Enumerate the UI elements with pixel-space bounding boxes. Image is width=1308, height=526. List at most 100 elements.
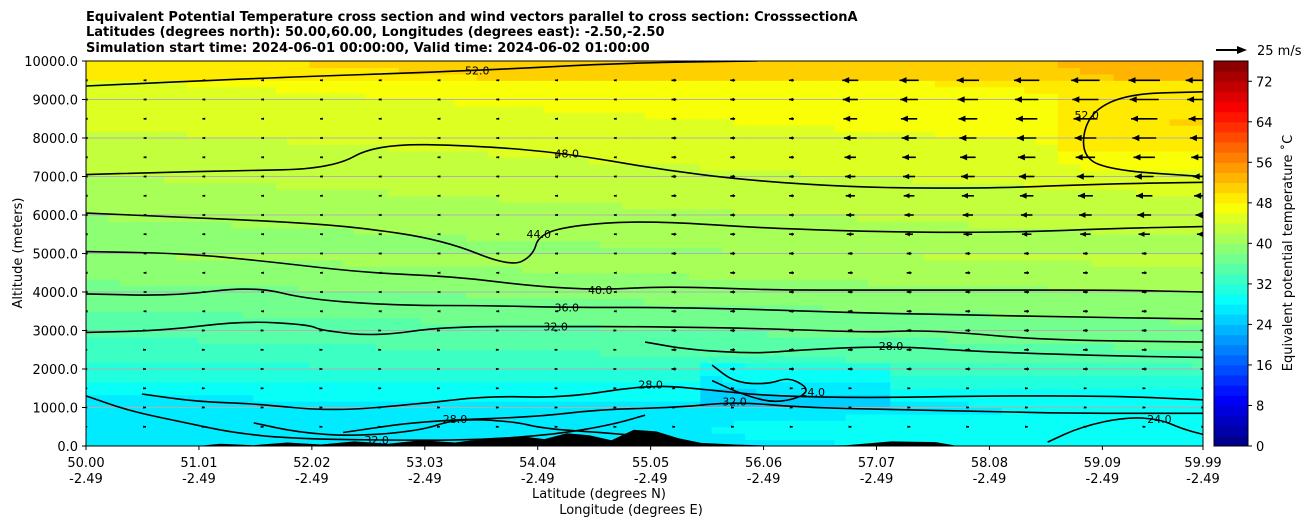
field-cell	[220, 343, 232, 351]
field-cell	[711, 157, 724, 165]
field-cell	[454, 253, 467, 261]
field-cell	[320, 401, 333, 409]
field-cell	[387, 381, 400, 389]
field-cell	[689, 157, 701, 165]
field-cell	[934, 266, 947, 274]
field-cell	[566, 125, 579, 133]
field-cell	[566, 227, 579, 235]
field-cell	[275, 195, 288, 203]
field-cell	[879, 330, 891, 338]
field-cell	[610, 195, 623, 203]
field-cell	[197, 86, 210, 94]
field-cell	[610, 73, 623, 81]
field-cell	[678, 285, 690, 293]
field-cell	[823, 369, 835, 377]
field-cell	[588, 195, 601, 203]
field-cell	[488, 407, 500, 415]
field-cell	[421, 311, 433, 319]
field-cell	[890, 324, 903, 332]
field-cell	[789, 202, 802, 210]
field-cell	[231, 157, 243, 165]
field-cell	[275, 208, 288, 216]
field-cell	[465, 413, 478, 421]
field-cell	[879, 253, 891, 261]
field-cell	[644, 311, 657, 319]
field-cell	[465, 150, 478, 158]
field-cell	[912, 176, 925, 184]
field-cell	[912, 253, 925, 261]
field-cell	[666, 272, 679, 280]
field-cell	[957, 182, 970, 190]
field-cell	[320, 80, 333, 88]
field-cell	[990, 67, 1003, 75]
field-cell	[521, 157, 534, 165]
field-cell	[879, 182, 891, 190]
field-cell	[622, 67, 634, 75]
field-cell	[689, 266, 701, 274]
field-cell	[141, 324, 154, 332]
field-cell	[610, 176, 623, 184]
field-cell	[253, 356, 266, 364]
field-cell	[577, 298, 590, 306]
field-cell	[220, 369, 232, 377]
field-cell	[856, 362, 869, 370]
field-cell	[231, 298, 243, 306]
field-cell	[879, 349, 891, 357]
field-cell	[275, 125, 288, 133]
field-cell	[532, 182, 545, 190]
field-cell	[957, 202, 970, 210]
field-cell	[499, 99, 512, 107]
field-cell	[264, 292, 277, 300]
field-cell	[409, 157, 422, 165]
field-cell	[186, 112, 199, 120]
field-cell	[856, 176, 869, 184]
field-cell	[599, 195, 612, 203]
field-cell	[923, 80, 936, 88]
field-cell	[231, 215, 243, 223]
field-cell	[722, 99, 735, 107]
field-cell	[130, 163, 143, 171]
field-cell	[543, 330, 556, 338]
field-cell	[812, 131, 824, 139]
field-cell	[197, 247, 210, 255]
field-cell	[275, 227, 288, 235]
field-cell	[655, 259, 668, 267]
field-cell	[834, 105, 847, 113]
field-cell	[242, 388, 255, 396]
field-cell	[689, 401, 701, 409]
field-cell	[700, 215, 713, 223]
field-cell	[1001, 407, 1014, 415]
field-cell	[275, 426, 288, 434]
field-cell	[856, 67, 869, 75]
field-cell	[577, 381, 590, 389]
field-cell	[633, 394, 646, 402]
field-cell	[901, 170, 914, 178]
field-cell	[543, 67, 556, 75]
field-cell	[97, 227, 109, 235]
field-cell	[610, 388, 623, 396]
field-cell	[298, 150, 310, 158]
field-cell	[409, 234, 422, 242]
field-cell	[197, 150, 210, 158]
field-cell	[186, 125, 199, 133]
field-cell	[231, 394, 243, 402]
field-cell	[543, 420, 556, 428]
field-cell	[655, 73, 668, 81]
field-cell	[666, 401, 679, 409]
field-cell	[979, 356, 992, 364]
field-cell	[264, 413, 277, 421]
field-cell	[722, 208, 735, 216]
field-cell	[778, 247, 791, 255]
field-cell	[141, 381, 154, 389]
field-cell	[342, 317, 355, 325]
field-cell	[354, 118, 366, 126]
field-cell	[622, 324, 634, 332]
field-cell	[700, 259, 713, 267]
field-cell	[890, 375, 903, 383]
field-cell	[309, 73, 322, 81]
field-cell	[1013, 420, 1025, 428]
field-cell	[722, 67, 735, 75]
field-cell	[722, 317, 735, 325]
field-cell	[108, 150, 121, 158]
field-cell	[119, 285, 132, 293]
